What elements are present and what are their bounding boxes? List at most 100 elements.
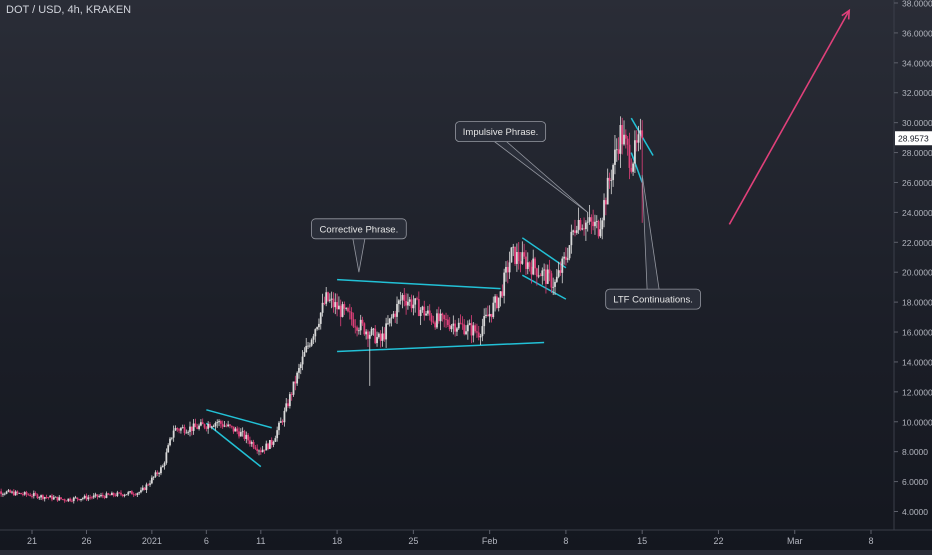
candle-body <box>621 125 623 144</box>
candle-body <box>353 319 355 326</box>
candle-body <box>523 252 525 256</box>
candle-body <box>304 352 306 357</box>
candle-body <box>267 444 269 449</box>
candle-body <box>334 302 336 307</box>
candle-body <box>545 270 547 284</box>
candle-body <box>253 442 255 447</box>
x-tick-label: Feb <box>482 536 498 546</box>
candle-body <box>313 336 315 339</box>
candle-body <box>207 424 209 429</box>
candle-body <box>18 493 20 494</box>
candle-body <box>625 135 627 139</box>
corrective-phrase-pointer <box>353 239 365 272</box>
corrective-range-upper-line <box>337 280 500 289</box>
candle-body <box>427 311 429 314</box>
candle-body <box>142 488 144 490</box>
candle-body <box>126 494 128 495</box>
candle-body <box>264 450 266 451</box>
candle-body <box>382 333 384 340</box>
candle-body <box>478 333 480 338</box>
candle-body <box>215 423 217 426</box>
candle-body <box>376 337 378 343</box>
candle-body <box>512 247 514 248</box>
candle-body <box>274 438 276 442</box>
candle-body <box>574 230 576 232</box>
candle-body <box>474 325 476 331</box>
candle-body <box>354 327 356 328</box>
candle-body <box>423 307 425 316</box>
candle-body <box>412 305 414 309</box>
candle-body <box>138 492 140 493</box>
candle-body <box>300 364 302 368</box>
candle-body <box>15 492 17 496</box>
candle-body <box>0 491 2 494</box>
candle-body <box>151 478 153 484</box>
candle-body <box>483 316 485 326</box>
candle-body <box>195 423 197 427</box>
candle-body <box>632 164 634 172</box>
y-tick-label: 6.0000 <box>902 477 928 487</box>
candle-body <box>53 497 55 499</box>
candle-body <box>240 432 242 436</box>
candle-body <box>323 303 325 304</box>
candle-body <box>580 220 582 230</box>
candle-body <box>527 262 529 269</box>
candle-body <box>167 445 169 452</box>
candle-body <box>383 333 385 339</box>
candle-body <box>149 483 151 484</box>
candle-body <box>198 426 200 429</box>
candle-body <box>265 444 267 451</box>
candle-body <box>64 499 66 500</box>
candle-body <box>82 498 84 499</box>
candle-body <box>451 326 453 329</box>
candle-body <box>102 495 104 496</box>
candle-body <box>229 425 231 426</box>
candle-body <box>58 497 60 500</box>
candle-body <box>491 314 493 317</box>
candle-body <box>218 421 220 422</box>
candle-body <box>434 323 436 328</box>
candle-body <box>333 299 335 308</box>
candle-body <box>547 270 549 284</box>
candle-body <box>302 357 304 365</box>
candle-body <box>465 331 467 334</box>
candle-body <box>485 315 487 316</box>
candle-body <box>171 438 173 439</box>
candle-body <box>458 323 460 329</box>
candle-body <box>37 494 39 498</box>
candle-body <box>405 301 407 306</box>
candle-body <box>320 313 322 324</box>
candle-body <box>636 140 638 142</box>
candle-body <box>42 495 44 499</box>
candle-body <box>187 432 189 433</box>
x-tick-label: Mar <box>787 536 803 546</box>
candle-body <box>193 423 195 430</box>
candle-body <box>209 424 211 428</box>
candle-body <box>509 262 511 272</box>
candle-body <box>438 313 440 321</box>
candle-body <box>6 492 8 494</box>
candle-body <box>327 292 329 301</box>
candle-body <box>109 495 111 496</box>
candle-body <box>358 330 360 331</box>
candle-body <box>630 168 632 172</box>
candle-body <box>371 329 373 335</box>
candle-body <box>222 424 224 427</box>
candle-body <box>578 220 580 230</box>
candle-body <box>360 320 362 330</box>
candle-body <box>287 403 289 406</box>
candle-body <box>431 315 433 321</box>
candle-body <box>57 497 59 501</box>
candle-body <box>623 135 625 145</box>
candle-body <box>347 308 349 311</box>
candle-body <box>511 247 513 262</box>
candle-body <box>416 298 418 299</box>
candle-body <box>407 302 409 306</box>
candle-body <box>467 325 469 332</box>
candle-body <box>391 317 393 318</box>
candle-body <box>164 463 166 466</box>
candle-body <box>398 300 400 304</box>
y-tick-label: 12.0000 <box>902 387 932 397</box>
